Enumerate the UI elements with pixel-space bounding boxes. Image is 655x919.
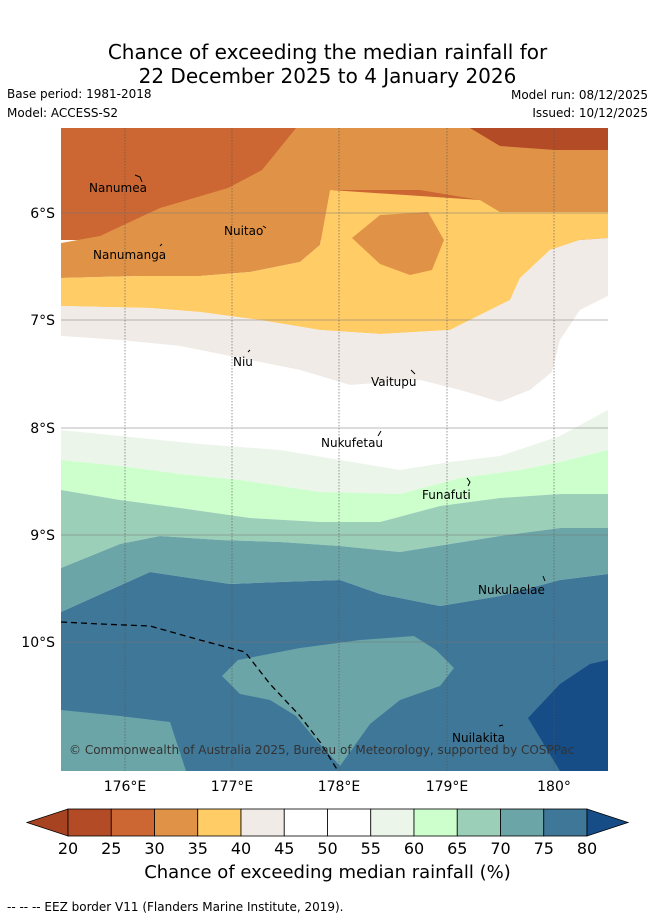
island-label-funafuti: Funafuti: [422, 488, 471, 502]
lat-tick-6s: 6°S: [30, 206, 55, 222]
probability-field: Nanumea Nuitao Nanumanga Niu Vaitupu Nuk…: [61, 128, 608, 771]
island-label-nukulaelae: Nukulaelae: [478, 583, 545, 597]
colorbar-segment: [154, 808, 199, 837]
band-25: [470, 128, 608, 150]
latitude-axis: 6°S 7°S 8°S 9°S 10°S: [21, 206, 55, 651]
lon-tick-179e: 179°E: [426, 779, 469, 795]
lon-tick-177e: 177°E: [211, 779, 254, 795]
colorbar-tick-label: 35: [188, 839, 208, 858]
island-label-vaitupu: Vaitupu: [371, 375, 417, 389]
nukufetau-island: [377, 430, 382, 437]
colorbar-tick-label: 70: [490, 839, 510, 858]
lon-tick-178e: 178°E: [318, 779, 361, 795]
colorbar-segment: [370, 808, 415, 837]
niu-island: [247, 349, 251, 353]
band-70-south-west: [61, 710, 186, 771]
band-35: [61, 128, 608, 278]
colorbar-segment: [543, 808, 588, 837]
band-40: [61, 190, 608, 334]
colorbar-tick-label: 45: [274, 839, 294, 858]
colorbar-tick-label: 65: [447, 839, 467, 858]
colorbar-extend-high: [586, 808, 630, 837]
island-label-nuitao: Nuitao: [224, 224, 263, 238]
colorbar-tick-label: 30: [144, 839, 164, 858]
band-65: [61, 490, 608, 568]
band-55: [61, 410, 608, 494]
colorbar-segment: [327, 808, 372, 837]
colorbar-tick-label: 20: [58, 839, 78, 858]
island-label-nuilakita: Nuilakita: [452, 731, 505, 745]
band-70: [61, 528, 608, 612]
colorbar-tick-label: 50: [317, 839, 337, 858]
band-60: [61, 450, 608, 522]
colorbar-segment: [110, 808, 155, 837]
colorbar-segment: [197, 808, 242, 837]
band-80: [528, 660, 608, 771]
eez-border: [61, 621, 339, 771]
nukulaelae-island: [542, 575, 546, 582]
map-title-line-2: 22 December 2025 to 4 January 2026: [138, 64, 517, 88]
colorbar-segment: [240, 808, 285, 837]
colorbar-tick-label: 40: [231, 839, 251, 858]
funafuti-island: [466, 477, 471, 487]
colorbar-tick-label: 60: [404, 839, 424, 858]
colorbar-segment: [456, 808, 501, 837]
colorbar: 20 25 30 35 40 45 50 55 60 65 70 75 80: [25, 808, 630, 858]
base-period: Base period: 1981-2018: [7, 87, 152, 101]
model-run: Model run: 08/12/2025: [510, 88, 648, 102]
colorbar-segment: [500, 808, 545, 837]
nanumea-island: [134, 174, 143, 183]
colorbar-tick-label: 55: [361, 839, 381, 858]
colorbar-extend-low: [25, 808, 69, 837]
issued-date: Issued: 10/12/2025: [532, 106, 648, 120]
nuitao-island: [262, 225, 267, 229]
island-label-nukufetau: Nukufetau: [321, 436, 383, 450]
colorbar-segment: [413, 808, 458, 837]
colorbar-tick-label: 75: [534, 839, 554, 858]
island-label-nanumanga: Nanumanga: [93, 248, 166, 262]
longitude-axis: 176°E 177°E 178°E 179°E 180°: [104, 779, 571, 795]
eez-legend: -- -- -- EEZ border V11 (Flanders Marine…: [7, 900, 344, 914]
island-label-nanumea: Nanumea: [89, 181, 147, 195]
lat-tick-8s: 8°S: [30, 421, 55, 437]
island-shapes: [134, 174, 546, 727]
lon-tick-180: 180°: [537, 779, 571, 795]
band-50: [61, 296, 608, 470]
lat-tick-10s: 10°S: [21, 635, 55, 651]
band-45: [61, 238, 608, 402]
colorbar-segment: [67, 808, 112, 837]
copyright-notice: © Commonwealth of Australia 2025, Bureau…: [69, 743, 574, 757]
graticule: [61, 128, 608, 771]
colorbar-segment: [283, 808, 328, 837]
band-35-inner: [352, 212, 444, 275]
nanumanga-island: [159, 243, 163, 247]
nuilakita-island: [498, 724, 504, 727]
model-name: Model: ACCESS-S2: [7, 106, 119, 120]
colorbar-label: Chance of exceeding median rainfall (%): [144, 862, 511, 883]
island-label-niu: Niu: [233, 355, 253, 369]
lat-tick-9s: 9°S: [30, 528, 55, 544]
vaitupu-island: [410, 369, 416, 375]
lat-tick-7s: 7°S: [30, 313, 55, 329]
colorbar-tick-label: 25: [101, 839, 121, 858]
lon-tick-176e: 176°E: [104, 779, 147, 795]
colorbar-tick-label: 80: [577, 839, 597, 858]
map-title-line-1: Chance of exceeding the median rainfall …: [107, 40, 548, 64]
band-70-central: [222, 636, 454, 766]
